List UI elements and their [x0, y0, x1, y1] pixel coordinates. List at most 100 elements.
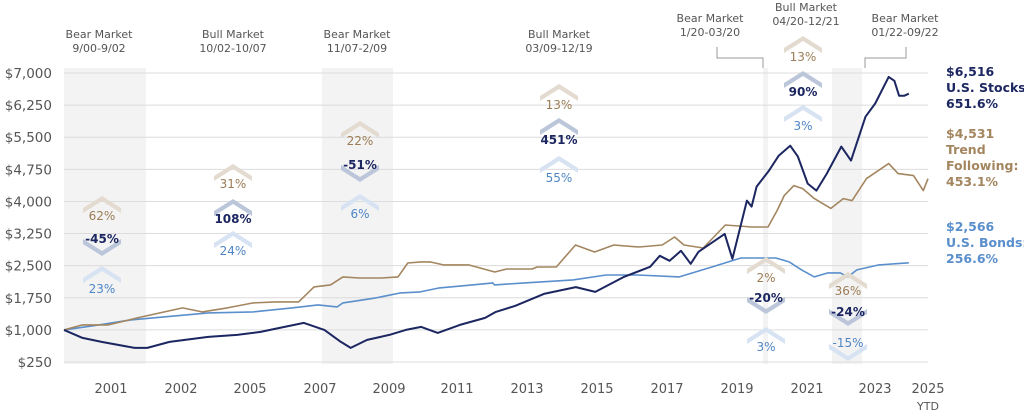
period-range-label: 10/02-10/07: [199, 42, 266, 55]
trend-return-label: 36%: [835, 284, 862, 298]
y-tick-label: $5,500: [5, 130, 52, 146]
y-axis-tick-labels: $7,000 $6,250 $5,500 $4,750 $4,000 $3,250 $2,5…: [5, 66, 52, 371]
bonds-end-value: $2,566: [946, 219, 995, 234]
trend-chevron-up-icon: [341, 121, 379, 138]
stocks-return-label: 108%: [214, 212, 251, 226]
trend-return-label: 31%: [220, 177, 247, 191]
bonds-chevron-up-icon: [83, 266, 121, 283]
y-tick-label: $1,750: [5, 291, 52, 307]
x-axis-tick-labels: YTD 2001 2002 2005 2007 2009 2011 2013 2015 2017…: [94, 382, 944, 413]
bonds-chevron-up-icon: [747, 327, 785, 344]
stocks-chevron-up-icon: [214, 199, 252, 216]
trend-chevron-up-icon: [214, 164, 252, 181]
leader-line: [864, 47, 907, 68]
bonds-series-name: U.S. Bonds:: [946, 235, 1024, 250]
bonds-return-label: 23%: [89, 282, 116, 296]
x-tick-label: 2002: [164, 382, 197, 397]
bonds-series-line: [63, 257, 909, 331]
x-tick-label: 2011: [440, 382, 473, 397]
y-tick-label: $1,000: [5, 323, 52, 339]
bonds-chevron-up-icon: [784, 105, 822, 122]
trend-return-label: 22%: [347, 134, 374, 148]
period-range-label: 04/20-12/21: [772, 15, 839, 28]
bonds-chevron-up-icon: [341, 194, 379, 211]
x-tick-label: 2017: [650, 382, 683, 397]
trend-chevron-up-icon: [747, 257, 785, 274]
y-tick-label: $250: [18, 355, 52, 371]
stocks-chevron-down-icon: [83, 239, 121, 256]
trend-return-label: 62%: [89, 209, 116, 223]
stocks-return-label: -45%: [85, 232, 119, 246]
period-kind-label: Bear Market: [872, 12, 940, 25]
series-lines: [63, 75, 929, 349]
bonds-return-label: 3%: [756, 340, 775, 354]
stocks-series-line: [63, 75, 910, 349]
stocks-series-name: U.S. Stocks:: [946, 80, 1024, 95]
x-tick-sub-label-ytd: YTD: [916, 400, 939, 413]
period-shading-layer: [64, 68, 862, 364]
period-kind-label: Bear Market: [66, 28, 134, 41]
y-tick-label: $6,250: [5, 98, 52, 114]
period-kind-label: Bear Market: [324, 28, 392, 41]
x-tick-label: 2025: [911, 382, 944, 397]
stocks-chevron-down-icon: [829, 309, 867, 326]
trend-chevron-up-icon: [83, 196, 121, 213]
x-tick-label: 2009: [372, 382, 405, 397]
period-range-label: 11/07-2/09: [327, 42, 387, 55]
bonds-chevron-down-icon: [829, 344, 867, 361]
gridlines: [64, 72, 928, 363]
x-tick-label: 2023: [858, 382, 891, 397]
x-tick-label: 2013: [510, 382, 543, 397]
x-tick-label: 2015: [580, 382, 613, 397]
trend-return-label: 13%: [790, 50, 817, 64]
stocks-return-label: -51%: [343, 158, 377, 172]
trend-end-return: 453.1%: [946, 174, 999, 189]
period-return-annotations: 62% -45% 23% 31% 108% 24% 22% -51% 6% 13% 451% 55% 2…: [83, 36, 867, 361]
period-range-label: 1/20-03/20: [680, 26, 740, 39]
bonds-return-label: -15%: [832, 336, 863, 350]
bear-market-shade: [763, 68, 768, 364]
leader-line: [716, 47, 764, 68]
trend-end-value: $4,531: [946, 126, 994, 141]
bonds-end-return: 256.6%: [946, 251, 999, 266]
period-range-label: 9/00-9/02: [72, 42, 125, 55]
stocks-return-label: -24%: [831, 305, 865, 319]
stocks-end-return: 651.6%: [946, 96, 999, 111]
stocks-chevron-up-icon: [540, 118, 578, 135]
trend-return-label: 13%: [546, 98, 573, 112]
stocks-return-label: -20%: [749, 291, 783, 305]
bonds-return-label: 24%: [220, 244, 247, 258]
trend-series-line: [63, 162, 929, 331]
x-tick-label: 2019: [720, 382, 753, 397]
bonds-return-label: 3%: [793, 119, 812, 133]
trend-series-name: Trend: [946, 142, 986, 157]
period-kind-label: Bull Market: [202, 28, 265, 41]
bonds-return-label: 6%: [350, 207, 369, 221]
stocks-return-label: 90%: [789, 85, 818, 99]
period-kind-label: Bull Market: [775, 1, 838, 14]
bonds-chevron-up-icon: [214, 231, 252, 248]
trend-return-label: 2%: [756, 271, 775, 285]
period-range-label: 01/22-09/22: [871, 26, 938, 39]
x-tick-label: 2007: [303, 382, 336, 397]
x-tick-label: 2001: [94, 382, 127, 397]
bonds-return-label: 55%: [546, 171, 573, 185]
stocks-chevron-down-icon: [747, 297, 785, 314]
trend-chevron-up-icon: [829, 272, 867, 289]
y-tick-label: $2,500: [5, 259, 52, 275]
x-tick-label: 2021: [790, 382, 823, 397]
trend-series-name: Following:: [946, 158, 1018, 173]
x-tick-label: 2005: [233, 382, 266, 397]
trend-chevron-up-icon: [784, 36, 822, 53]
stocks-chevron-down-icon: [341, 165, 379, 182]
y-tick-label: $7,000: [5, 66, 52, 82]
stocks-end-value: $6,516: [946, 64, 995, 79]
period-range-label: 03/09-12/19: [525, 42, 592, 55]
stocks-return-label: 451%: [540, 133, 577, 147]
period-kind-label: Bear Market: [677, 12, 745, 25]
bonds-chevron-up-icon: [540, 156, 578, 173]
y-tick-label: $4,000: [5, 194, 52, 210]
y-tick-label: $4,750: [5, 162, 52, 178]
